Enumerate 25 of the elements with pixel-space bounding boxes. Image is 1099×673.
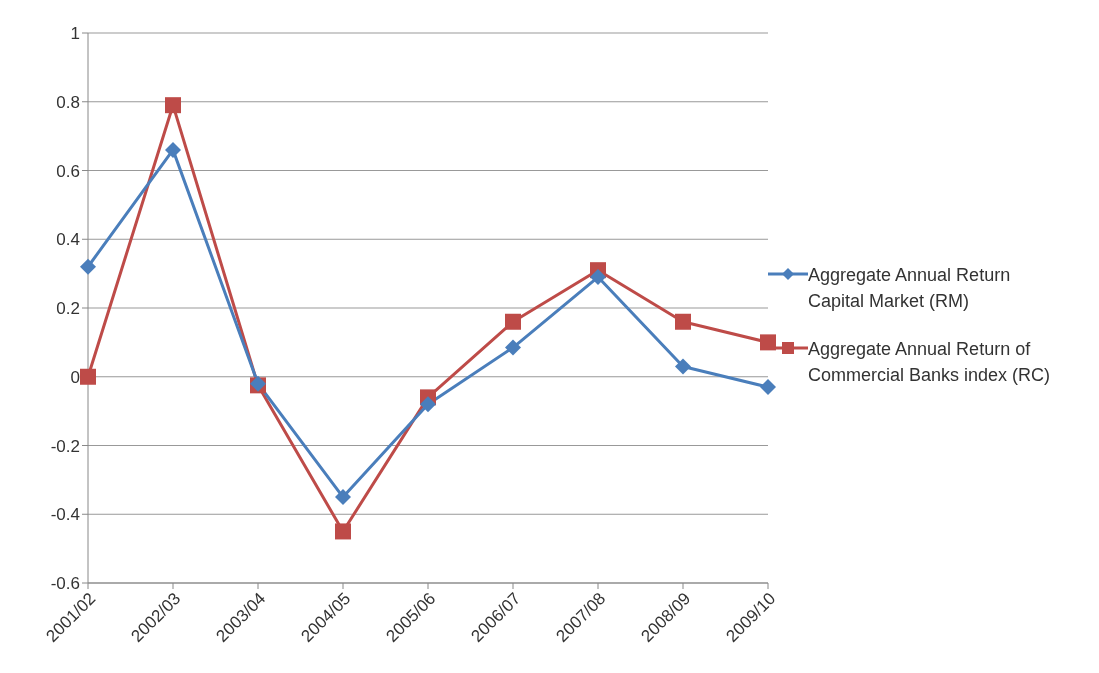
y-tick-label: 0.4 [56,230,80,250]
y-tick-label: 0.8 [56,92,80,112]
point [760,379,776,396]
point [505,313,521,330]
point [420,396,436,413]
point [335,489,351,506]
legend-label: Aggregate Annual Return Capital Market (RM) [808,263,1012,313]
y-tick-label: 1 [70,24,80,44]
legend-label: Aggregate Annual Return of Commercial Banks index (RC) [808,337,1052,387]
point [590,269,606,286]
y-tick-label: -0.4 [50,505,80,525]
point [675,313,691,330]
y-tick-label: -0.6 [50,574,80,594]
point [165,97,181,114]
point [505,339,521,356]
y-tick-label: 0.2 [56,299,80,319]
point [165,141,181,158]
y-tick-label: -0.2 [50,436,80,456]
point [335,523,351,540]
y-tick-label: 0.6 [56,161,80,181]
y-tick-label: 0 [70,367,80,387]
point [80,368,96,385]
point [80,258,96,275]
point [675,358,691,375]
point [760,334,776,351]
